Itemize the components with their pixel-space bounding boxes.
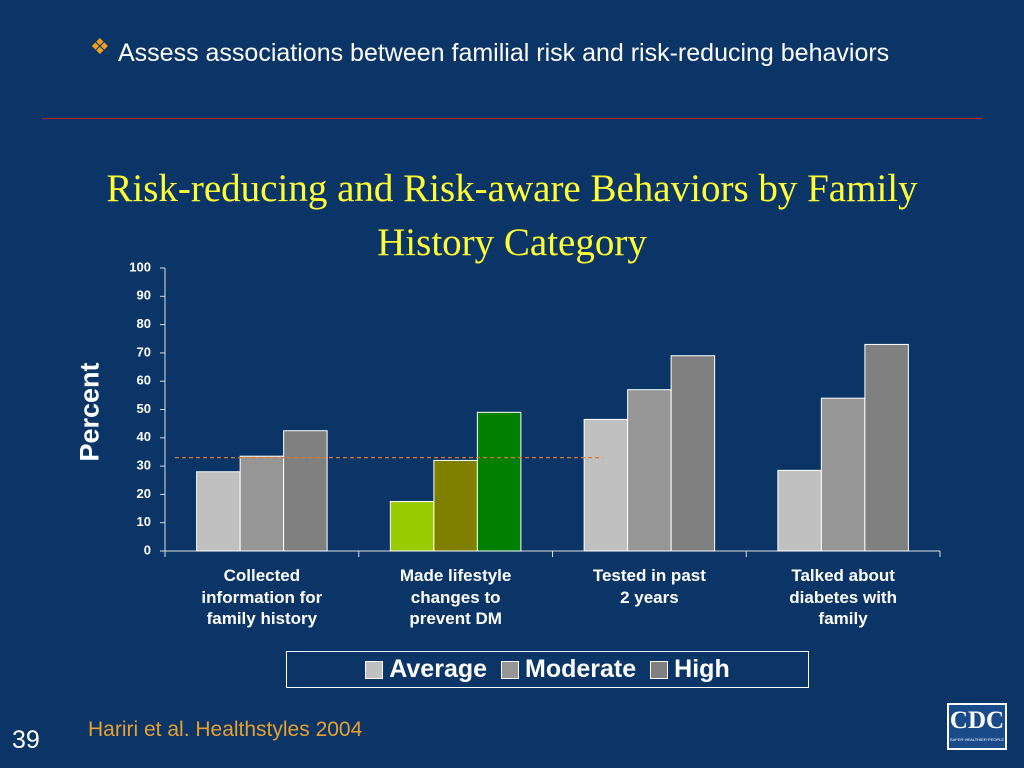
legend-label: Average [389, 655, 488, 683]
legend-entry: Moderate [501, 655, 636, 684]
bar [670, 355, 716, 552]
logo-tagline: SAFER·HEALTHIER·PEOPLE [949, 737, 1005, 742]
divider [42, 118, 982, 119]
y-tick-label: 50 [137, 401, 151, 416]
slide-number: 39 [12, 726, 40, 754]
bar [627, 389, 672, 552]
y-tick-label: 80 [137, 316, 151, 331]
bar [239, 455, 285, 552]
bar [820, 397, 866, 552]
legend-swatch [650, 660, 669, 679]
bullet-text: Assess associations between familial ris… [118, 39, 890, 67]
logo: CDC SAFER·HEALTHIER·PEOPLE [947, 703, 1007, 750]
x-tick-label: Talked about diabetes with family [789, 566, 897, 628]
bullet-icon: ❖ [90, 34, 110, 59]
legend-entry: Average [365, 655, 487, 684]
bar [864, 343, 909, 552]
bar [777, 469, 822, 552]
bar [476, 411, 522, 552]
logo-text: CDC [949, 707, 1005, 734]
y-axis-label: Percent [74, 362, 105, 462]
x-tick-label: Tested in past 2 years [592, 566, 706, 607]
legend-swatch [365, 660, 384, 679]
legend-label: Moderate [525, 655, 637, 683]
y-tick-label: 70 [137, 344, 151, 359]
bar [389, 500, 435, 552]
bar [433, 459, 478, 552]
y-tick-label: 40 [137, 429, 151, 444]
y-tick-label: 0 [144, 542, 151, 557]
chart-title: Risk-reducing and Risk-aware Behaviors b… [106, 167, 918, 264]
legend-label: High [674, 655, 730, 683]
y-tick-label: 20 [137, 486, 151, 501]
bar [283, 430, 328, 552]
source: Hariri et al. Healthstyles 2004 [88, 718, 363, 741]
x-tick-label: Collected information for family history [201, 566, 323, 628]
legend-entry: High [650, 655, 730, 684]
y-tick-label: 60 [137, 373, 151, 388]
y-tick-label: 100 [129, 259, 151, 274]
bar [583, 418, 629, 552]
y-tick-label: 30 [137, 458, 151, 473]
legend-swatch [501, 660, 520, 679]
x-tick-label: Made lifestyle changes to prevent DM [399, 566, 512, 628]
y-tick-label: 90 [137, 288, 151, 303]
legend: Average Moderate High [286, 651, 809, 688]
bar [196, 471, 241, 552]
y-tick-label: 10 [137, 514, 151, 529]
